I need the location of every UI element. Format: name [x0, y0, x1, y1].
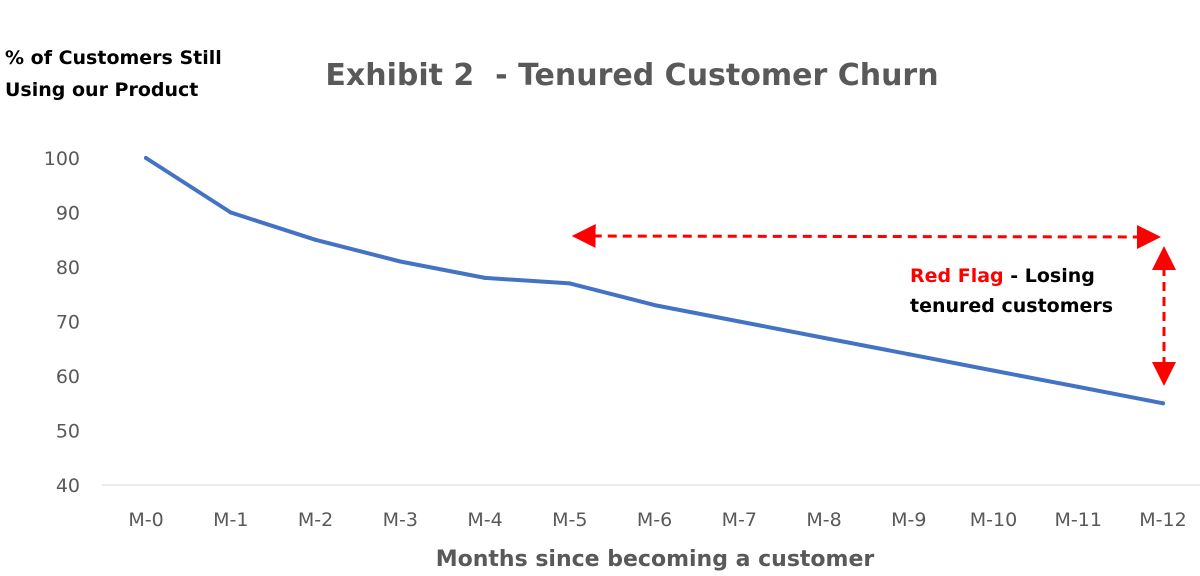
data-point	[1161, 401, 1165, 406]
y-tick-label: 40	[56, 475, 80, 497]
y-tick-label: 100	[44, 148, 80, 170]
x-tick-label: M-4	[467, 509, 502, 531]
data-point	[144, 156, 148, 160]
x-tick-label: M-12	[1139, 509, 1186, 531]
y-tick-label: 80	[56, 257, 80, 279]
annotation-text-1: - Losing	[1004, 265, 1095, 287]
y-tick-label: 90	[56, 203, 80, 225]
y-tick-label: 50	[56, 421, 80, 443]
x-tick-label: M-11	[1055, 509, 1102, 531]
data-point	[1076, 384, 1081, 389]
data-point	[991, 368, 996, 373]
x-tick-label: M-7	[722, 509, 757, 531]
data-point	[398, 259, 403, 264]
y-axis-ticks: 40 50 60 70 80 90 100	[44, 148, 80, 497]
x-tick-label: M-2	[298, 509, 333, 531]
data-point	[483, 275, 487, 280]
y-axis-title-line-2: Using our Product	[5, 79, 198, 101]
annotation-line-1: Red Flag - Losing	[910, 265, 1095, 287]
data-point	[228, 210, 233, 215]
data-point	[906, 352, 911, 357]
data-point	[313, 237, 318, 242]
data-points	[144, 156, 1165, 406]
x-axis-ticks: M-0 M-1 M-2 M-3 M-4 M-5 M-6 M-7 M-8 M-9 M-10 M-11 M-…	[128, 509, 1186, 531]
x-tick-label: M-8	[806, 509, 841, 531]
x-tick-label: M-6	[637, 509, 672, 531]
red-flag-horizontal-arrow	[571, 224, 1161, 249]
data-point	[567, 281, 572, 286]
x-tick-label: M-10	[970, 509, 1017, 531]
x-tick-label: M-9	[891, 509, 926, 531]
y-tick-label: 60	[56, 366, 80, 388]
x-tick-label: M-5	[552, 509, 587, 531]
x-tick-label: M-3	[383, 509, 418, 531]
x-axis-title: Months since becoming a customer	[436, 547, 875, 572]
data-point	[737, 319, 742, 324]
data-point	[822, 335, 826, 340]
data-point	[652, 303, 657, 308]
y-axis-title-line-1: % of Customers Still	[5, 47, 222, 69]
annotation-line-2: tenured customers	[910, 295, 1113, 317]
annotation-highlight: Red Flag	[910, 265, 1004, 287]
x-tick-label: M-1	[213, 509, 248, 531]
chart-title: Exhibit 2 - Tenured Customer Churn	[325, 58, 938, 93]
x-tick-label: M-0	[128, 509, 163, 531]
y-tick-label: 70	[56, 312, 80, 334]
